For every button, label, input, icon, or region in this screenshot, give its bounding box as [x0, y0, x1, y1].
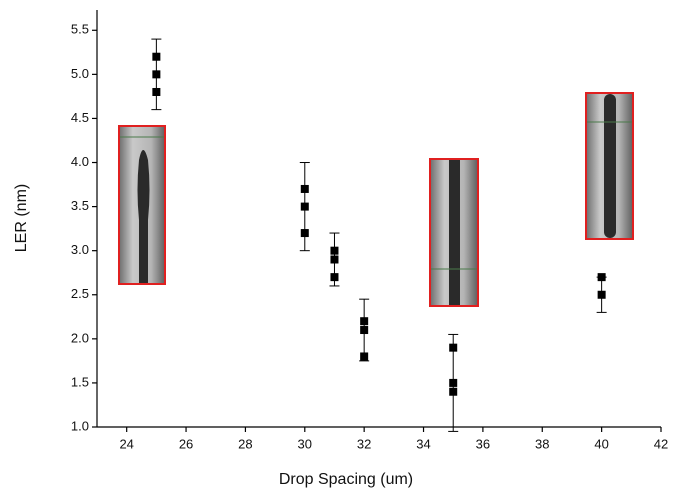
point [152, 70, 161, 79]
y-tick-label: 2.5 [71, 286, 89, 301]
x-tick-label: 38 [535, 436, 549, 451]
inset-image [585, 92, 634, 240]
point [360, 326, 369, 335]
inset-image [118, 125, 166, 285]
point [330, 273, 339, 282]
y-tick-label: 1.5 [71, 374, 89, 389]
y-tick-label: 2.0 [71, 330, 89, 345]
point [360, 352, 369, 361]
y-tick-label: 1.0 [71, 418, 89, 433]
x-tick-label: 40 [594, 436, 608, 451]
y-axis-title: LER (nm) [13, 184, 30, 252]
point [330, 255, 339, 264]
x-tick-label: 28 [238, 436, 252, 451]
x-tick-label: 36 [476, 436, 490, 451]
y-tick-label: 4.5 [71, 110, 89, 125]
point [597, 290, 606, 299]
point [152, 87, 161, 96]
point [300, 202, 309, 211]
x-tick-label: 32 [357, 436, 371, 451]
y-tick-label: 3.0 [71, 242, 89, 257]
inset-image [429, 158, 479, 307]
y-tick-label: 3.5 [71, 198, 89, 213]
point [449, 378, 458, 387]
y-tick-label: 5.0 [71, 66, 89, 81]
y-tick-label: 4.0 [71, 154, 89, 169]
x-tick-label: 26 [179, 436, 193, 451]
x-tick-label: 24 [119, 436, 133, 451]
x-tick-label: 30 [298, 436, 312, 451]
point [300, 229, 309, 238]
x-tick-label: 34 [416, 436, 430, 451]
point [449, 387, 458, 396]
x-tick-label: 42 [654, 436, 668, 451]
x-axis-title: Drop Spacing (um) [279, 471, 413, 488]
y-tick-label: 5.5 [71, 22, 89, 37]
